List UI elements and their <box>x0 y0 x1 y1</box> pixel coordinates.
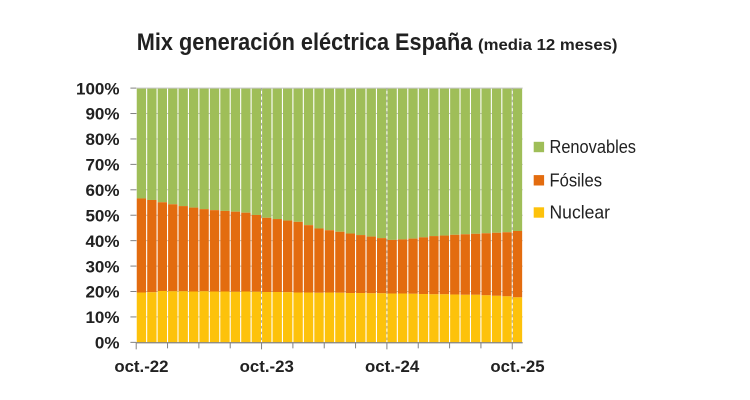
svg-text:oct.-24: oct.-24 <box>365 357 420 376</box>
svg-text:Mix generación eléctrica Españ: Mix generación eléctrica España <box>137 29 473 56</box>
svg-text:10%: 10% <box>85 308 119 327</box>
svg-text:Nuclear: Nuclear <box>550 203 611 223</box>
svg-text:100%: 100% <box>76 79 119 98</box>
svg-text:70%: 70% <box>85 156 119 175</box>
svg-text:(media 12 meses): (media 12 meses) <box>478 37 618 54</box>
svg-text:Renovables: Renovables <box>550 137 637 157</box>
svg-text:oct.-22: oct.-22 <box>114 357 168 376</box>
svg-text:90%: 90% <box>85 105 119 124</box>
svg-text:80%: 80% <box>85 130 119 149</box>
svg-text:60%: 60% <box>85 181 119 200</box>
svg-text:Fósiles: Fósiles <box>550 171 603 191</box>
svg-text:oct.-23: oct.-23 <box>240 357 294 376</box>
svg-text:40%: 40% <box>85 232 119 251</box>
svg-text:50%: 50% <box>85 206 119 225</box>
svg-text:0%: 0% <box>95 334 120 353</box>
svg-text:20%: 20% <box>85 283 119 302</box>
svg-text:oct.-25: oct.-25 <box>490 357 544 376</box>
svg-text:30%: 30% <box>85 257 119 276</box>
